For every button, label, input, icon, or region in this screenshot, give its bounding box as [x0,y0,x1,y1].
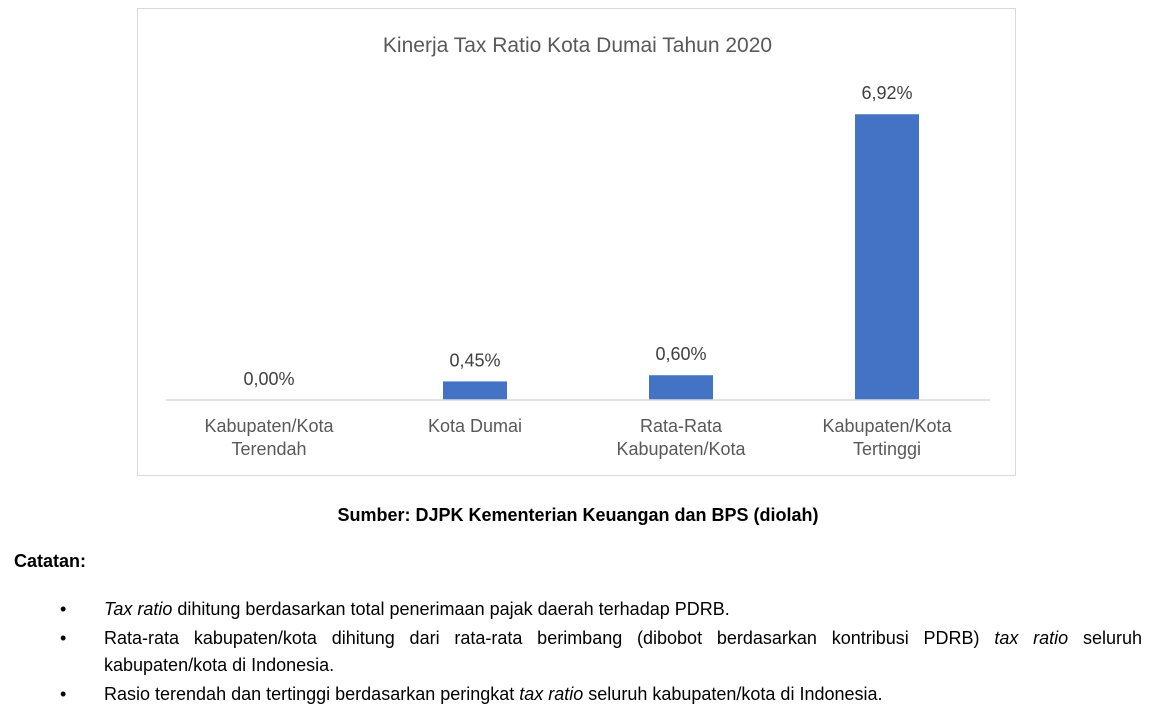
category-label: Kabupaten/Kota [822,416,952,436]
notes-list: • Tax ratio dihitung berdasarkan total pe… [50,596,1142,708]
bar [443,381,507,400]
note-text: seluruh kabupaten/kota di Indonesia. [583,684,883,704]
note-item: • Rasio terendah dan tertinggi berdasarka… [50,681,1142,708]
bullet-icon: • [60,684,67,704]
notes-title: Catatan: [14,551,87,571]
source-caption: Sumber: DJPK Kementerian Keuangan dan BP… [337,505,819,525]
note-text: Rata-rata kabupaten/kota dihitung dari r… [104,628,995,648]
category-label: Kabupaten/Kota [204,416,334,436]
data-label: 6,92% [861,83,912,103]
data-label: 0,00% [243,369,294,389]
bar-chart: Kinerja Tax Ratio Kota Dumai Tahun 2020 0… [166,34,990,459]
note-term: tax ratio [519,684,584,704]
note-term: tax ratio [994,628,1069,648]
chart-container: Kinerja Tax Ratio Kota Dumai Tahun 2020 0… [137,8,1016,476]
category-label: Tertinggi [853,439,921,459]
category-label: Rata-Rata [640,416,723,436]
bullet-icon: • [60,628,67,648]
note-text: seluruh kabupaten/kota di Indonesia. [104,628,1142,675]
category-label: Kabupaten/Kota [616,439,746,459]
bar [855,114,919,401]
note-item: • Tax ratio dihitung berdasarkan total pe… [50,596,1142,623]
note-text: Rasio terendah dan tertinggi berdasarkan… [104,684,520,704]
category-label: Terendah [231,439,306,459]
note-text: dihitung berdasarkan total penerimaan pa… [172,599,730,619]
category-label: Kota Dumai [428,416,522,436]
note-item: • Rata-rata kabupaten/kota dihitung dari … [50,625,1142,679]
bar [649,375,713,400]
data-label: 0,45% [449,350,500,370]
data-label: 0,60% [655,344,706,364]
chart-title: Kinerja Tax Ratio Kota Dumai Tahun 2020 [383,34,772,57]
note-term: Tax ratio [104,599,173,619]
bullet-icon: • [60,599,67,619]
